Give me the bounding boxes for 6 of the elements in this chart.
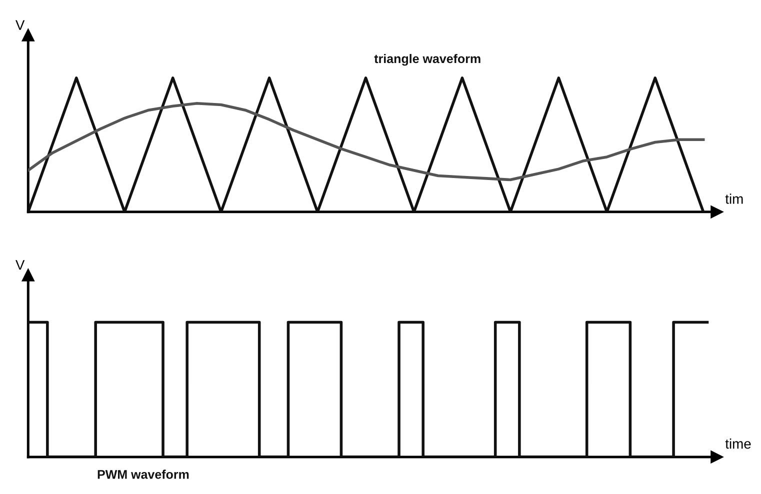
- series-label: triangle waveform: [374, 54, 480, 66]
- x-axis-title: tim: [725, 194, 743, 204]
- series-label: PWM waveform: [98, 470, 189, 479]
- y-axis-title: V: [16, 20, 25, 30]
- x-axis-title: time: [725, 438, 751, 449]
- y-axis-title: V: [16, 260, 25, 270]
